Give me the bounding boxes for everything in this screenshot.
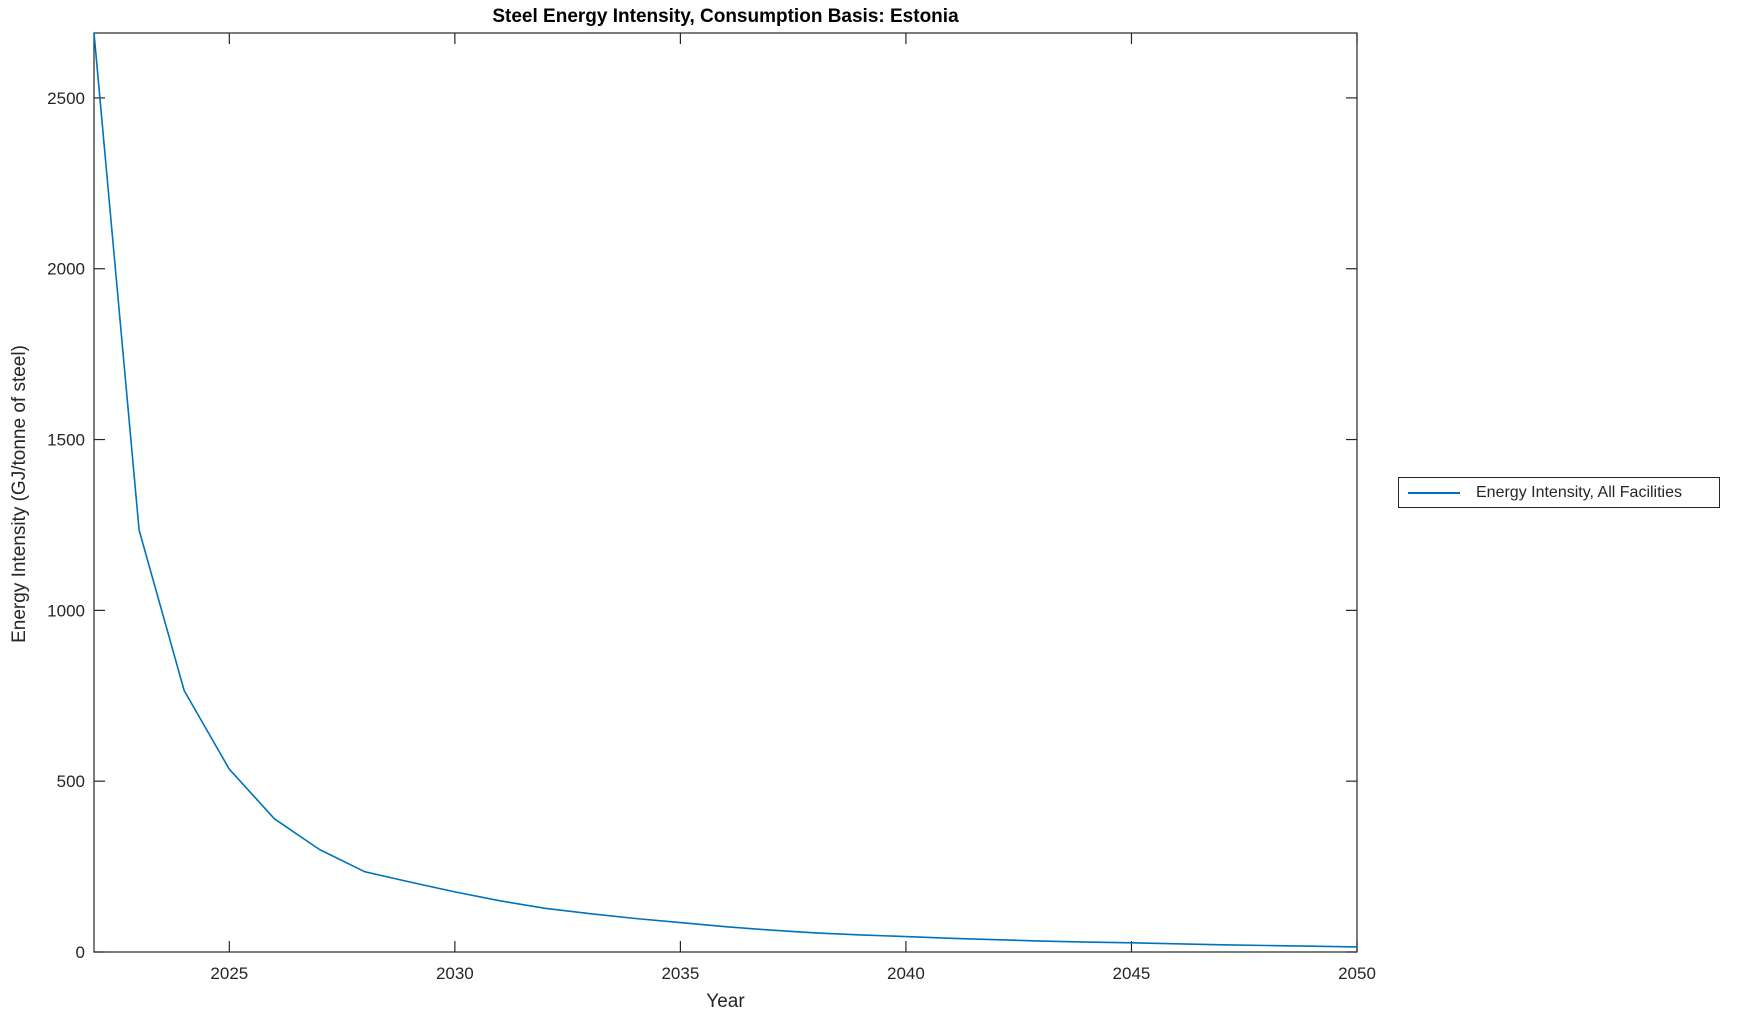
x-axis-label: Year	[706, 991, 745, 1012]
y-tick-label: 1000	[47, 601, 85, 620]
x-tick-label: 2030	[436, 964, 474, 983]
energy-intensity-line	[93, 32, 1358, 948]
y-axis-label: Energy Intensity (GJ/tonne of steel)	[9, 345, 30, 643]
x-tick-label: 2035	[661, 964, 699, 983]
legend-line-sample	[1408, 491, 1460, 494]
plot-area-border	[93, 32, 1358, 953]
y-tick-label: 2500	[47, 89, 85, 108]
legend-entry-label: Energy Intensity, All Facilities	[1476, 483, 1683, 501]
x-tick-label: 2025	[210, 964, 248, 983]
x-tick-label: 2040	[887, 964, 925, 983]
y-tick-label: 0	[76, 943, 85, 962]
chart-title: Steel Energy Intensity, Consumption Basi…	[492, 6, 959, 27]
x-tick-label: 2050	[1338, 964, 1376, 983]
y-tick-label: 1500	[47, 431, 85, 450]
y-tick-label: 500	[57, 772, 85, 791]
x-tick-label: 2045	[1113, 964, 1151, 983]
axis-ticks	[94, 33, 1358, 953]
y-tick-label: 2000	[47, 260, 85, 279]
legend: Energy Intensity, All Facilities	[1398, 477, 1720, 508]
tick-labels: 2025 2030 2035 2040 2045 2050 0 500 1000 1500 2000…	[47, 89, 1376, 983]
